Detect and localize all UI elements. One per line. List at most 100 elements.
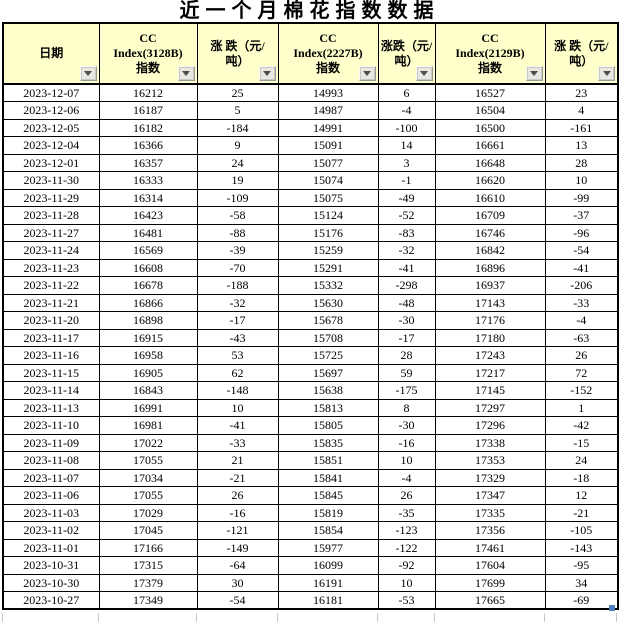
change-cell[interactable]: 59 [377, 363, 436, 382]
index-cell[interactable]: 16746 [434, 223, 546, 242]
change-cell[interactable]: 62 [196, 363, 279, 382]
change-cell[interactable]: -109 [196, 188, 279, 207]
change-cell[interactable]: -35 [377, 503, 436, 522]
index-cell[interactable]: 16333 [98, 171, 198, 190]
change-cell[interactable]: 24 [544, 451, 619, 470]
change-cell[interactable]: -52 [377, 206, 436, 225]
change-cell[interactable]: -37 [544, 206, 619, 225]
change-cell[interactable]: -39 [196, 241, 279, 260]
change-cell[interactable]: -69 [544, 591, 619, 610]
change-cell[interactable]: -99 [544, 188, 619, 207]
date-cell[interactable]: 2023-11-20 [2, 311, 100, 330]
date-cell[interactable]: 2023-12-04 [2, 136, 100, 155]
column-header-6[interactable]: 涨 跌（元/ 吨） [544, 22, 619, 85]
date-cell[interactable]: 2023-11-03 [2, 503, 100, 522]
index-cell[interactable]: 14991 [277, 118, 379, 137]
change-cell[interactable]: -188 [196, 276, 279, 295]
index-cell[interactable]: 16527 [434, 83, 546, 102]
index-cell[interactable]: 17353 [434, 451, 546, 470]
index-cell[interactable]: 16678 [98, 276, 198, 295]
change-cell[interactable]: -32 [377, 241, 436, 260]
change-cell[interactable]: -48 [377, 293, 436, 312]
date-cell[interactable]: 2023-10-31 [2, 556, 100, 575]
index-cell[interactable]: 15259 [277, 241, 379, 260]
index-cell[interactable]: 16866 [98, 293, 198, 312]
date-cell[interactable]: 2023-10-27 [2, 591, 100, 610]
change-cell[interactable]: 10 [377, 573, 436, 592]
index-cell[interactable]: 15332 [277, 276, 379, 295]
index-cell[interactable]: 15841 [277, 468, 379, 487]
index-cell[interactable]: 17045 [98, 521, 198, 540]
index-cell[interactable]: 16709 [434, 206, 546, 225]
index-cell[interactable]: 15854 [277, 521, 379, 540]
index-cell[interactable]: 17347 [434, 486, 546, 505]
index-cell[interactable]: 16905 [98, 363, 198, 382]
change-cell[interactable]: -122 [377, 538, 436, 557]
change-cell[interactable]: -32 [196, 293, 279, 312]
index-cell[interactable]: 17329 [434, 468, 546, 487]
change-cell[interactable]: -64 [196, 556, 279, 575]
change-cell[interactable]: -49 [377, 188, 436, 207]
selection-fill-handle[interactable] [609, 605, 615, 611]
index-cell[interactable]: 16843 [98, 381, 198, 400]
date-cell[interactable]: 2023-11-13 [2, 398, 100, 417]
date-cell[interactable]: 2023-11-15 [2, 363, 100, 382]
change-cell[interactable]: -41 [544, 258, 619, 277]
index-cell[interactable]: 14987 [277, 101, 379, 120]
date-cell[interactable]: 2023-11-29 [2, 188, 100, 207]
index-cell[interactable]: 17029 [98, 503, 198, 522]
index-cell[interactable]: 17176 [434, 311, 546, 330]
index-cell[interactable]: 15851 [277, 451, 379, 470]
column-header-4[interactable]: 涨跌（元/ 吨） [377, 22, 436, 85]
change-cell[interactable]: -58 [196, 206, 279, 225]
date-cell[interactable]: 2023-11-14 [2, 381, 100, 400]
index-cell[interactable]: 17217 [434, 363, 546, 382]
index-cell[interactable]: 15091 [277, 136, 379, 155]
change-cell[interactable]: -105 [544, 521, 619, 540]
index-cell[interactable]: 16937 [434, 276, 546, 295]
index-cell[interactable]: 15291 [277, 258, 379, 277]
date-cell[interactable]: 2023-11-07 [2, 468, 100, 487]
change-cell[interactable]: -33 [196, 433, 279, 452]
change-cell[interactable]: 5 [196, 101, 279, 120]
change-cell[interactable]: -1 [377, 171, 436, 190]
change-cell[interactable]: 28 [544, 153, 619, 172]
date-cell[interactable]: 2023-11-06 [2, 486, 100, 505]
filter-dropdown-button[interactable] [79, 66, 97, 81]
change-cell[interactable]: 23 [544, 83, 619, 102]
change-cell[interactable]: 4 [544, 101, 619, 120]
change-cell[interactable]: 13 [544, 136, 619, 155]
index-cell[interactable]: 16896 [434, 258, 546, 277]
index-cell[interactable]: 15813 [277, 398, 379, 417]
date-cell[interactable]: 2023-12-01 [2, 153, 100, 172]
index-cell[interactable]: 16620 [434, 171, 546, 190]
date-cell[interactable]: 2023-11-08 [2, 451, 100, 470]
index-cell[interactable]: 17665 [434, 591, 546, 610]
date-cell[interactable]: 2023-11-17 [2, 328, 100, 347]
index-cell[interactable]: 16181 [277, 591, 379, 610]
change-cell[interactable]: -21 [196, 468, 279, 487]
index-cell[interactable]: 16099 [277, 556, 379, 575]
date-cell[interactable]: 2023-11-30 [2, 171, 100, 190]
change-cell[interactable]: -33 [544, 293, 619, 312]
index-cell[interactable]: 16500 [434, 118, 546, 137]
index-cell[interactable]: 17349 [98, 591, 198, 610]
date-cell[interactable]: 2023-11-10 [2, 416, 100, 435]
change-cell[interactable]: 8 [377, 398, 436, 417]
change-cell[interactable]: 53 [196, 346, 279, 365]
index-cell[interactable]: 14993 [277, 83, 379, 102]
change-cell[interactable]: -70 [196, 258, 279, 277]
date-cell[interactable]: 2023-11-09 [2, 433, 100, 452]
change-cell[interactable]: -43 [196, 328, 279, 347]
index-cell[interactable]: 15074 [277, 171, 379, 190]
index-cell[interactable]: 17461 [434, 538, 546, 557]
index-cell[interactable]: 16212 [98, 83, 198, 102]
change-cell[interactable]: -54 [196, 591, 279, 610]
index-cell[interactable]: 16569 [98, 241, 198, 260]
index-cell[interactable]: 17055 [98, 451, 198, 470]
column-header-1[interactable]: CC Index(3128B) 指数 [98, 22, 198, 85]
change-cell[interactable]: -4 [377, 101, 436, 120]
change-cell[interactable]: -41 [196, 416, 279, 435]
column-header-5[interactable]: CC Index(2129B) 指数 [434, 22, 546, 85]
index-cell[interactable]: 16958 [98, 346, 198, 365]
